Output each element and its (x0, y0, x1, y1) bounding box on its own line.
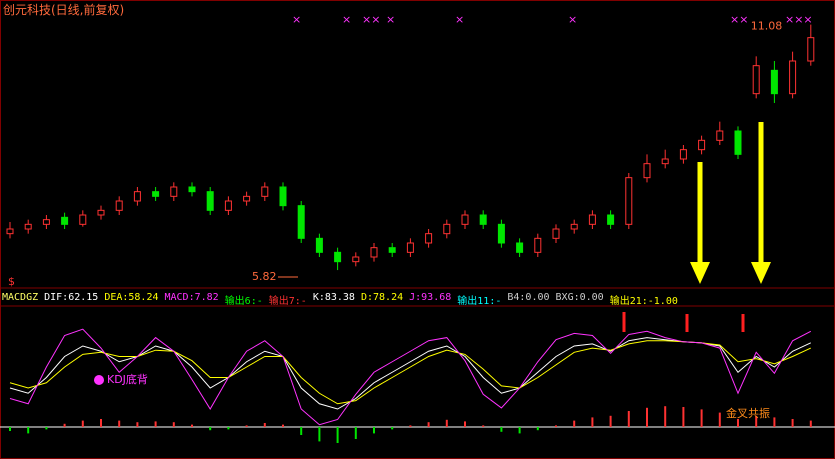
candle-body (188, 186, 196, 193)
candle-body (497, 223, 505, 244)
kdj-line (9, 340, 812, 405)
annotation: 11.08 (751, 20, 783, 33)
header-item: MACDGZ (2, 292, 39, 303)
candle-body (661, 158, 669, 165)
candle-body (334, 251, 342, 263)
candle-body (570, 223, 578, 230)
candle-body (115, 200, 123, 211)
candle-body (315, 237, 323, 253)
candle-body (679, 149, 687, 160)
candle-body (425, 233, 433, 244)
indicator-label: KDJ底背 (107, 372, 148, 386)
candle-body (588, 214, 596, 225)
candle-body (133, 191, 141, 202)
candle-body (297, 205, 305, 239)
markers: × × ×× × × × ×× ××× (292, 13, 813, 26)
signal-bars (622, 312, 745, 332)
candle-body (534, 237, 542, 253)
header-item: 输出21:-1.00 (609, 296, 678, 307)
candle-body (224, 200, 232, 211)
candle-body (243, 195, 251, 202)
candle-body (770, 69, 778, 95)
candle-body (6, 228, 14, 235)
annotation: 5.82 (252, 270, 277, 283)
header-item: K:83.38 (312, 292, 355, 303)
header-item: B4:0.00 (507, 292, 550, 303)
indicator-label: 金叉共振 (726, 406, 770, 420)
candle-body (734, 130, 742, 155)
candle-body (152, 191, 160, 197)
svg-text:××: ×× (730, 13, 748, 26)
candle-body (461, 214, 469, 225)
annotation: $ (8, 275, 15, 288)
candle-body (625, 177, 633, 225)
svg-text:××: ×× (362, 13, 380, 26)
header-item: 输出11:- (457, 296, 502, 307)
candle-body (807, 37, 815, 62)
indicator-header: MACDGZ DIF:62.15 DEA:58.24 MACD:7.82 输出6:- 输出… (2, 292, 678, 307)
candle-body (479, 214, 487, 225)
header-item: BXG:0.00 (555, 292, 604, 303)
candle-body (443, 223, 451, 235)
header-item: 输出6:- (224, 296, 263, 307)
candle-body (79, 214, 87, 225)
candle-body (388, 247, 396, 253)
svg-text:×: × (455, 13, 464, 26)
arrows (690, 122, 771, 284)
header-item: 输出7:- (268, 296, 307, 307)
candle-body (516, 242, 524, 253)
dot (94, 375, 104, 385)
candle-body (279, 186, 287, 207)
header-item: DIF:62.15 (44, 292, 99, 303)
header-item: MACD:7.82 (164, 292, 219, 303)
candle-body (42, 219, 50, 225)
candle-body (716, 130, 724, 141)
svg-text:×: × (292, 13, 301, 26)
header-item: J:93.68 (409, 292, 452, 303)
svg-text:×: × (568, 13, 577, 26)
candle-body (206, 191, 214, 211)
candle-body (97, 209, 105, 216)
candle-body (352, 256, 360, 263)
title: 创元科技(日线,前复权) (3, 3, 125, 17)
header-item: D:78.24 (360, 292, 404, 303)
candle-body (61, 216, 69, 225)
candle-body (698, 139, 706, 151)
candle-body (24, 223, 32, 230)
svg-text:×: × (386, 13, 395, 26)
candle-body (261, 186, 269, 197)
header-item: DEA:58.24 (104, 292, 159, 303)
svg-text:×: × (342, 13, 351, 26)
candle-body (170, 186, 178, 197)
candle-body (643, 163, 651, 179)
svg-text:×××: ××× (785, 13, 813, 26)
candle-body (370, 247, 378, 258)
candle-body (406, 242, 414, 253)
candle-body (552, 228, 560, 239)
kdj-line (9, 328, 812, 426)
candle-body (789, 60, 797, 95)
candle-body (752, 65, 760, 95)
candle-body (607, 214, 615, 225)
